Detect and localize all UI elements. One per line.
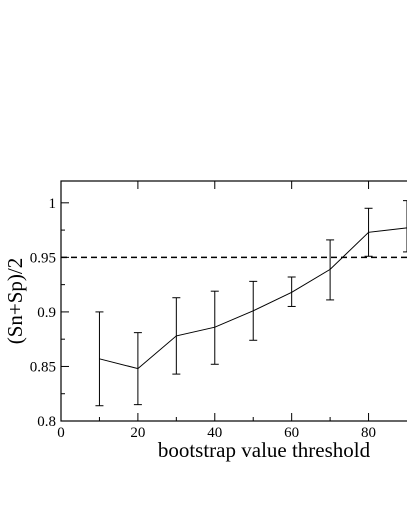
x-tick-label: 80 bbox=[361, 425, 376, 441]
y-axis-title: (Sn+Sp)/2 bbox=[3, 258, 27, 345]
plot-area: 0 20 40 60 80 0.8 0.85 0.9 0.95 1 bbox=[30, 180, 407, 441]
y-tick-label: 0.9 bbox=[37, 305, 56, 321]
y-tick-label: 0.85 bbox=[30, 359, 56, 375]
y-tick-label: 0.95 bbox=[30, 250, 56, 266]
x-axis-title: bootstrap value threshold bbox=[158, 438, 371, 462]
plot-frame bbox=[60, 180, 407, 422]
y-tick-label: 1 bbox=[49, 196, 57, 212]
y-tick-label: 0.8 bbox=[37, 414, 56, 430]
x-tick-label: 40 bbox=[207, 425, 222, 441]
x-tick-label: 20 bbox=[130, 425, 145, 441]
x-tick-label: 60 bbox=[284, 425, 299, 441]
x-tick-label: 0 bbox=[57, 425, 65, 441]
